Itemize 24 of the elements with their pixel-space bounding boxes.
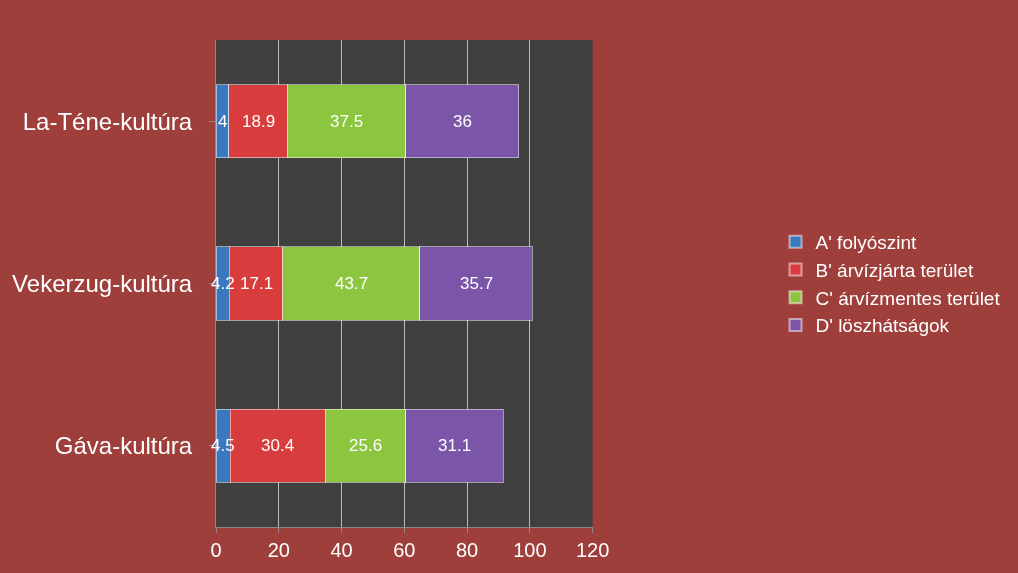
y-tick-label: La-Téne-kultúra xyxy=(22,107,193,135)
data-label: 31.1 xyxy=(438,436,472,455)
x-tick-label: 100 xyxy=(513,539,547,561)
data-label: 43.7 xyxy=(335,274,369,293)
data-label: 30.4 xyxy=(261,436,295,455)
x-tick-label: 40 xyxy=(330,539,353,561)
legend-label: C' árvízmentes terület xyxy=(815,287,1001,309)
legend-label: A' folyószint xyxy=(815,232,918,254)
y-tick-label: Gáva-kultúra xyxy=(54,432,193,460)
x-tick-label: 20 xyxy=(267,539,290,561)
data-label: 17.1 xyxy=(240,274,274,293)
data-label: 37.5 xyxy=(330,112,364,131)
data-label: 25.6 xyxy=(349,436,383,455)
data-label: 35.7 xyxy=(460,274,494,293)
data-label: 36 xyxy=(453,112,472,131)
x-tick-label: 80 xyxy=(455,539,479,561)
data-label: 4 xyxy=(218,112,228,131)
legend-label: B' árvízjárta terület xyxy=(815,259,975,281)
data-label: 18.9 xyxy=(242,112,276,131)
y-tick-label: Vekerzug-kultúra xyxy=(12,269,193,297)
x-tick-label: 60 xyxy=(393,539,416,561)
legend-label: D' löszhátságok xyxy=(815,315,950,337)
x-tick-label: 0 xyxy=(210,539,222,561)
x-tick-label: 120 xyxy=(575,539,610,561)
